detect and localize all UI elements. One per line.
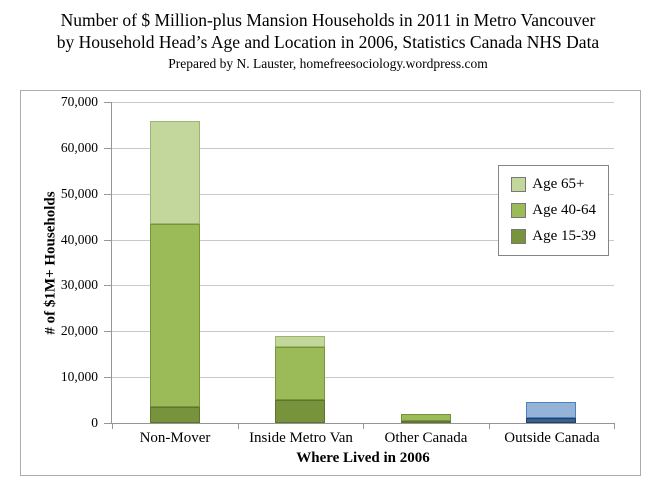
gridline <box>112 285 614 286</box>
gridline <box>112 194 614 195</box>
x-axis-tick <box>363 424 364 429</box>
legend-label: Age 15-39 <box>532 228 596 244</box>
legend-item: Age 15-39 <box>511 229 596 244</box>
legend-label: Age 65+ <box>532 176 585 192</box>
x-axis-tick <box>614 424 615 429</box>
bar-segment <box>150 224 200 407</box>
chart-area: # of $1M+ Households 0 10,000 20,000 30,000… <box>20 90 641 476</box>
gridline <box>112 331 614 332</box>
bar-segment <box>150 407 200 423</box>
bar-segment <box>150 121 200 224</box>
y-axis-tick <box>104 240 111 241</box>
bar-segment <box>401 414 451 421</box>
gridline <box>112 377 614 378</box>
bar-segment <box>526 402 576 418</box>
y-axis-tick <box>104 194 111 195</box>
x-category-label: Inside Metro Van <box>249 430 353 446</box>
legend-item: Age 65+ <box>511 177 596 192</box>
chart-title-line1: Number of $ Million-plus Mansion Househo… <box>60 10 596 30</box>
chart-title-block: Number of $ Million-plus Mansion Househo… <box>0 0 656 73</box>
y-axis-tick <box>104 285 111 286</box>
x-axis-tick <box>238 424 239 429</box>
x-axis-line <box>111 423 615 424</box>
y-tick-label: 0 <box>91 415 98 430</box>
x-category-label: Outside Canada <box>504 430 600 446</box>
gridline <box>112 102 614 103</box>
y-tick-label: 50,000 <box>60 186 98 201</box>
bar-segment <box>275 400 325 423</box>
x-axis-tick <box>112 424 113 429</box>
y-axis-tick <box>104 102 111 103</box>
bar-segment <box>401 421 451 423</box>
x-axis-title: Where Lived in 2006 <box>296 450 430 466</box>
legend-swatch <box>511 229 527 244</box>
y-axis-title: # of $1M+ Households <box>42 191 59 335</box>
y-axis-tick <box>104 331 111 332</box>
y-tick-label: 40,000 <box>60 232 98 247</box>
y-tick-label: 20,000 <box>60 323 98 338</box>
gridline <box>112 240 614 241</box>
y-axis-tick <box>104 148 111 149</box>
gridline <box>112 148 614 149</box>
y-axis-line <box>111 102 112 424</box>
y-tick-label: 10,000 <box>60 369 98 384</box>
y-tick-label: 70,000 <box>60 94 98 109</box>
bar-segment <box>275 347 325 400</box>
y-tick-label: 30,000 <box>60 277 98 292</box>
x-axis-tick <box>489 424 490 429</box>
chart-subtitle: Prepared by N. Lauster, homefreesociolog… <box>168 56 488 71</box>
legend-swatch <box>511 177 527 192</box>
x-category-label: Other Canada <box>384 430 468 446</box>
legend-label: Age 40-64 <box>532 202 596 218</box>
legend-item: Age 40-64 <box>511 203 596 218</box>
legend: Age 65+ Age 40-64 Age 15-39 <box>498 165 609 256</box>
legend-swatch <box>511 203 527 218</box>
plot-area: 0 10,000 20,000 30,000 40,000 50,000 60,000 70,… <box>61 94 615 446</box>
y-tick-label: 60,000 <box>60 140 98 155</box>
y-axis-tick <box>104 423 111 424</box>
bar-segment <box>526 418 576 423</box>
x-category-label: Non-Mover <box>139 430 211 446</box>
bar-segment <box>275 336 325 347</box>
chart-title-line2: by Household Head’s Age and Location in … <box>56 32 600 52</box>
y-axis-tick <box>104 377 111 378</box>
